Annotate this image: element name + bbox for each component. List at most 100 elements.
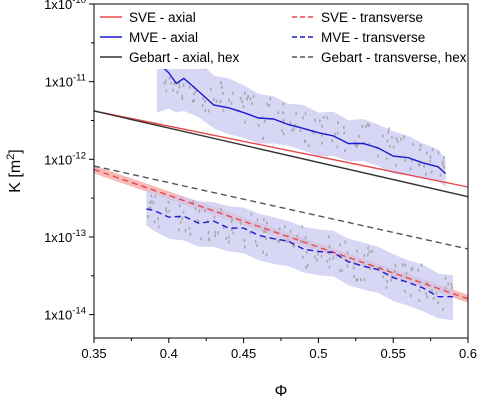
scatter-point	[197, 220, 200, 224]
scatter-point	[172, 88, 174, 92]
scatter-point	[322, 116, 325, 119]
scatter-point	[274, 237, 277, 241]
scatter-point	[339, 243, 341, 247]
y-tick-label-base: 1x10	[45, 75, 73, 90]
scatter-point	[365, 125, 367, 129]
scatter-point	[437, 301, 439, 305]
scatter-point	[404, 263, 406, 267]
scatter-point	[447, 282, 449, 286]
scatter-point	[293, 127, 295, 131]
scatter-point	[425, 172, 427, 176]
scatter-point	[443, 165, 445, 169]
scatter-point	[441, 162, 444, 166]
scatter-point	[228, 235, 230, 239]
scatter-point	[214, 230, 217, 234]
scatter-point	[170, 81, 172, 85]
scatter-point	[254, 240, 257, 244]
scatter-point	[334, 132, 337, 136]
y-axis-title-main: K [m	[7, 160, 24, 193]
scatter-point	[204, 108, 206, 112]
scatter-point	[336, 145, 339, 149]
scatter-point	[419, 148, 421, 151]
scatter-point	[341, 268, 343, 272]
scatter-point	[178, 215, 180, 219]
y-tick-label: 1x10-13	[44, 228, 86, 245]
scatter-point	[193, 92, 195, 96]
scatter-point	[304, 236, 307, 240]
y-tick-label: 1x10-12	[44, 150, 86, 167]
scatter-point	[220, 81, 222, 85]
scatter-point	[191, 99, 194, 103]
scatter-point	[252, 94, 255, 98]
scatter-point	[368, 123, 370, 127]
scatter-point	[215, 99, 218, 103]
scatter-point	[313, 131, 315, 135]
scatter-point	[228, 240, 230, 244]
x-tick-label: 0.55	[381, 346, 406, 361]
scatter-point	[222, 109, 225, 113]
scatter-point	[293, 244, 296, 248]
scatter-point	[435, 292, 438, 295]
scatter-point	[163, 81, 166, 85]
scatter-point	[266, 221, 268, 225]
scatter-point	[264, 230, 267, 233]
scatter-point	[388, 127, 390, 131]
scatter-point	[181, 94, 183, 98]
scatter-point	[207, 231, 210, 234]
scatter-point	[284, 239, 287, 243]
scatter-point	[444, 286, 447, 290]
scatter-point	[168, 76, 171, 80]
scatter-point	[313, 255, 316, 259]
scatter-point	[426, 295, 428, 299]
scatter-point	[263, 119, 266, 123]
scatter-point	[301, 225, 303, 229]
scatter-point	[230, 101, 233, 105]
scatter-point	[251, 101, 253, 105]
scatter-point	[320, 254, 323, 258]
scatter-point	[219, 100, 222, 103]
scatter-point	[423, 164, 425, 168]
y-tick-label-base: 1x10	[44, 0, 72, 12]
y-tick-label-exp: -10	[72, 0, 86, 6]
scatter-point	[244, 91, 246, 95]
scatter-point	[242, 105, 245, 109]
scatter-point	[231, 228, 233, 231]
scatter-point	[331, 139, 333, 143]
scatter-point	[277, 111, 280, 115]
scatter-point	[337, 121, 339, 125]
scatter-point	[176, 90, 179, 94]
scatter-point	[344, 149, 346, 153]
scatter-point	[287, 239, 289, 243]
scatter-point	[257, 124, 260, 128]
scatter-point	[317, 252, 319, 256]
y-tick-label-exp: -14	[72, 306, 86, 317]
scatter-point	[302, 116, 304, 120]
scatter-point	[339, 269, 341, 273]
scatter-point	[395, 163, 397, 167]
scatter-point	[300, 240, 302, 244]
scatter-point	[411, 266, 414, 270]
legend-label: Gebart - axial, hex	[129, 50, 240, 65]
scatter-point	[222, 92, 224, 95]
scatter-point	[409, 294, 412, 297]
x-tick-label: 0.45	[231, 346, 256, 361]
scatter-point	[263, 229, 265, 233]
mve-axial-line	[156, 61, 447, 175]
scatter-point	[178, 204, 181, 208]
scatter-point	[410, 268, 413, 272]
scatter-point	[394, 264, 397, 268]
scatter-point	[231, 217, 233, 221]
scatter-point	[200, 237, 202, 241]
scatter-point	[289, 229, 292, 233]
x-axis-title: Φ	[275, 383, 288, 400]
scatter-point	[426, 151, 428, 155]
scatter-point	[329, 257, 331, 261]
scatter-point	[304, 112, 307, 116]
scatter-point	[409, 167, 412, 171]
scatter-point	[277, 240, 279, 244]
scatter-point	[306, 250, 308, 254]
scatter-point	[262, 250, 264, 254]
scatter-point	[321, 124, 323, 128]
gebart-axial-hex-line	[93, 110, 469, 198]
